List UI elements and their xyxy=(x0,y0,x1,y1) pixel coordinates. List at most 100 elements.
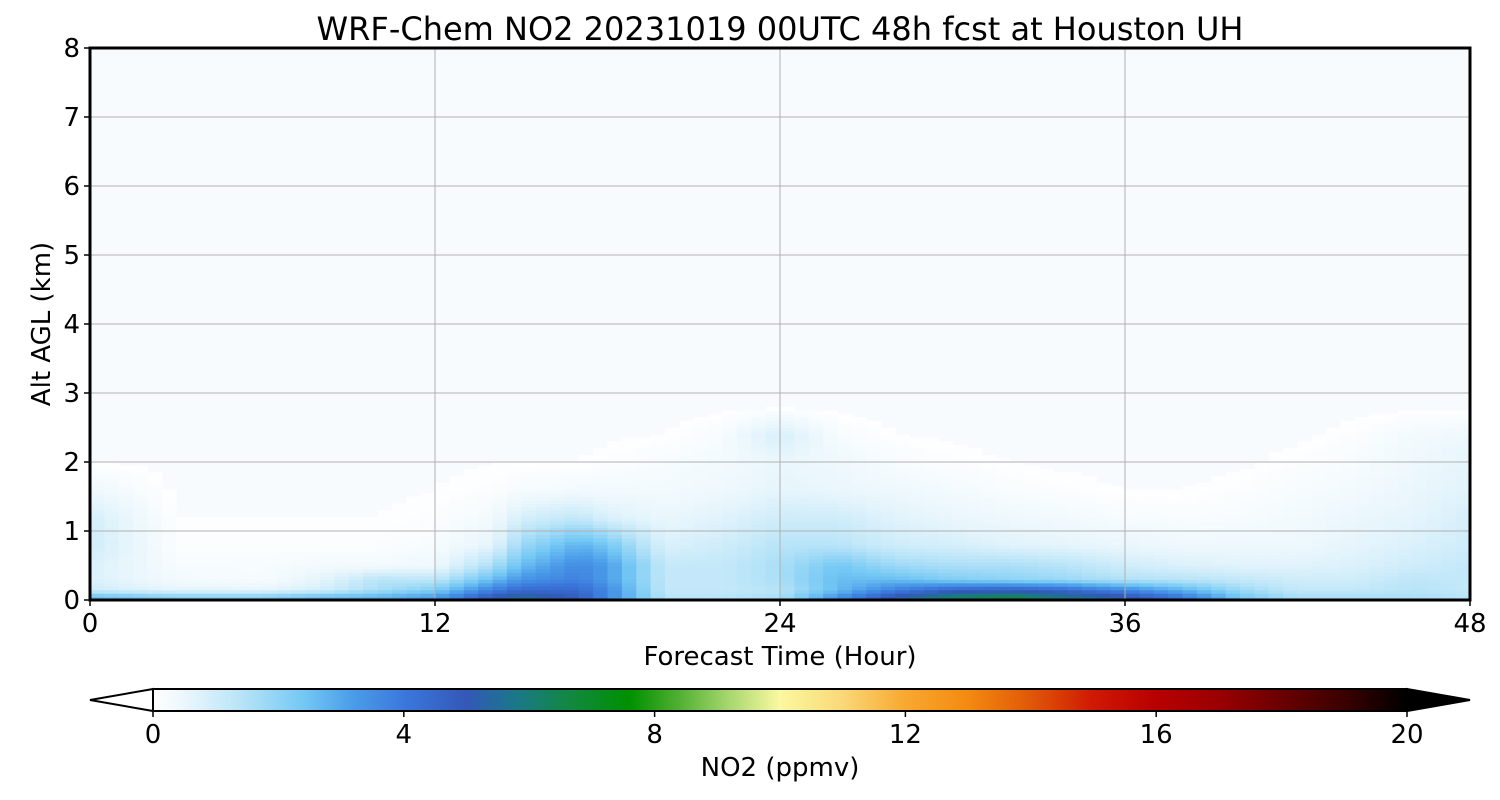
heatmap-cell xyxy=(995,517,1011,522)
heatmap-cell xyxy=(736,482,752,487)
heatmap-cell xyxy=(909,475,925,480)
heatmap-cell xyxy=(176,582,192,587)
heatmap-cell xyxy=(823,462,839,467)
heatmap-cell xyxy=(320,582,335,587)
heatmap-cell xyxy=(550,517,565,522)
heatmap-cell xyxy=(607,462,623,467)
heatmap-cell xyxy=(1441,593,1457,598)
heatmap-cell xyxy=(463,506,479,511)
heatmap-cell xyxy=(1297,534,1313,539)
heatmap-cell xyxy=(995,506,1011,511)
heatmap-cell xyxy=(794,527,810,532)
heatmap-cell xyxy=(923,448,939,453)
heatmap-cell xyxy=(722,541,738,546)
heatmap-cell xyxy=(1383,586,1399,591)
heatmap-cell xyxy=(449,513,465,518)
heatmap-cell xyxy=(981,499,997,504)
heatmap-cell xyxy=(909,562,925,567)
heatmap-cell xyxy=(751,506,767,511)
heatmap-cell xyxy=(952,499,968,504)
heatmap-cell xyxy=(1441,517,1457,522)
heatmap-cell xyxy=(1268,458,1284,463)
heatmap-cell xyxy=(952,513,968,518)
heatmap-cell xyxy=(248,589,264,594)
heatmap-cell xyxy=(118,537,134,542)
heatmap-cell xyxy=(276,524,292,529)
heatmap-cell xyxy=(1081,551,1097,556)
heatmap-cell xyxy=(923,503,939,508)
heatmap-cell xyxy=(205,575,220,580)
heatmap-cell xyxy=(219,517,235,522)
heatmap-cell xyxy=(406,565,422,570)
heatmap-cell xyxy=(233,544,249,549)
heatmap-cell xyxy=(751,558,767,563)
heatmap-cell xyxy=(1010,527,1025,532)
heatmap-cell xyxy=(837,465,853,470)
heatmap-cell xyxy=(334,527,350,532)
heatmap-cell xyxy=(161,541,177,546)
heatmap-cell xyxy=(291,531,307,536)
heatmap-cell xyxy=(1441,568,1457,573)
heatmap-cell xyxy=(751,448,767,453)
heatmap-cell xyxy=(1182,548,1198,553)
heatmap-cell xyxy=(722,565,738,570)
heatmap-cell xyxy=(435,486,450,491)
heatmap-cell xyxy=(1240,499,1255,504)
heatmap-cell xyxy=(1211,489,1227,494)
heatmap-cell xyxy=(420,499,436,504)
heatmap-cell xyxy=(736,565,752,570)
heatmap-cell xyxy=(161,524,177,529)
heatmap-cell xyxy=(564,558,580,563)
heatmap-cell xyxy=(506,548,522,553)
heatmap-cell xyxy=(449,562,465,567)
heatmap-cell xyxy=(1326,475,1342,480)
heatmap-cell xyxy=(550,475,565,480)
heatmap-cell xyxy=(1182,534,1198,539)
heatmap-cell xyxy=(550,486,565,491)
heatmap-cell xyxy=(636,520,652,525)
heatmap-cell xyxy=(722,420,738,425)
heatmap-cell xyxy=(363,568,379,573)
heatmap-cell xyxy=(794,417,810,422)
heatmap-cell xyxy=(765,406,781,411)
heatmap-cell xyxy=(895,586,910,591)
heatmap-cell xyxy=(966,551,982,556)
heatmap-cell xyxy=(851,482,867,487)
heatmap-cell xyxy=(665,589,680,594)
heatmap-cell xyxy=(1426,496,1442,501)
heatmap-cell xyxy=(377,551,393,556)
heatmap-cell xyxy=(435,510,450,515)
heatmap-cell xyxy=(578,517,594,522)
heatmap-cell xyxy=(104,465,120,470)
heatmap-cell xyxy=(837,451,853,456)
heatmap-cell xyxy=(880,441,896,446)
heatmap-cell xyxy=(823,548,839,553)
heatmap-cell xyxy=(1168,548,1184,553)
heatmap-cell xyxy=(1412,531,1428,536)
heatmap-cell xyxy=(751,575,767,580)
heatmap-cell xyxy=(823,555,839,560)
heatmap-cell xyxy=(650,537,666,542)
heatmap-cell xyxy=(564,489,580,494)
heatmap-cell xyxy=(1383,458,1399,463)
heatmap-cell xyxy=(435,589,450,594)
heatmap-cell xyxy=(391,575,407,580)
heatmap-cell xyxy=(607,444,623,449)
heatmap-cell xyxy=(478,558,494,563)
heatmap-cell xyxy=(176,579,192,584)
heatmap-cell xyxy=(665,596,680,600)
heatmap-cell xyxy=(938,482,954,487)
heatmap-cell xyxy=(1168,506,1184,511)
heatmap-cell xyxy=(578,524,594,529)
heatmap-cell xyxy=(1369,551,1385,556)
heatmap-cell xyxy=(463,565,479,570)
heatmap-cell xyxy=(665,520,680,525)
heatmap-cell xyxy=(607,541,623,546)
heatmap-cell xyxy=(636,479,652,484)
heatmap-cell xyxy=(593,465,609,470)
heatmap-cell xyxy=(1398,548,1414,553)
heatmap-cell xyxy=(823,479,839,484)
heatmap-cell xyxy=(1283,451,1299,456)
heatmap-cell xyxy=(1038,486,1054,491)
heatmap-cell xyxy=(1110,586,1126,591)
